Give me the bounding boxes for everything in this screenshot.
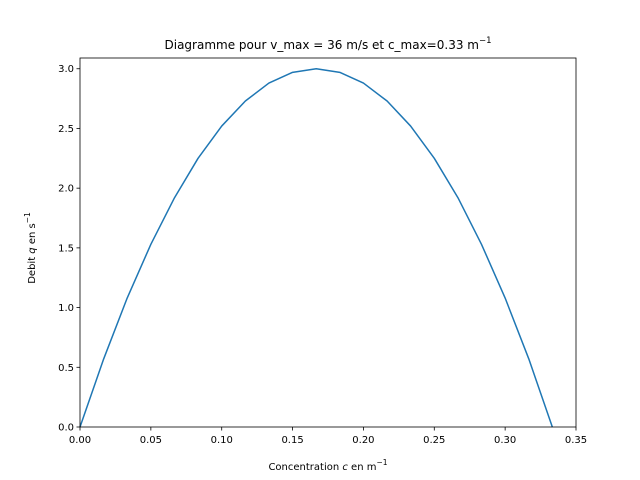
y-tick-label: 1.0	[58, 303, 74, 314]
x-tick-label: 0.05	[140, 435, 162, 446]
x-tick-label: 0.30	[494, 435, 516, 446]
y-tick-label: 1.5	[58, 243, 74, 254]
x-axis-ticks: 0.00 0.05 0.10 0.15 0.20 0.25 0.30 0.35	[69, 427, 587, 446]
x-label-after: en m	[348, 462, 377, 473]
x-tick-label: 0.25	[423, 435, 445, 446]
x-label-variable: c	[342, 462, 348, 473]
y-axis-label: Debit q en s−1	[23, 212, 38, 284]
y-label-superscript: −1	[23, 212, 32, 223]
y-tick-label: 3.0	[58, 64, 74, 75]
y-label-before: Debit	[27, 254, 38, 284]
y-tick-label: 0.5	[58, 363, 74, 374]
x-axis-label: Concentration c en m−1	[268, 458, 387, 473]
title-equals: =	[309, 38, 327, 52]
plot-area	[79, 57, 577, 428]
x-tick-label: 0.35	[565, 435, 587, 446]
x-label-before: Concentration	[268, 462, 342, 473]
x-tick-label: 0.20	[352, 435, 374, 446]
axes-frame	[79, 57, 577, 428]
title-prefix: Diagramme pour v_max	[165, 38, 310, 52]
series-layer	[79, 68, 554, 428]
chart-title: Diagramme pour v_max = 36 m/s et c_max=0…	[165, 36, 492, 52]
title-vmax: 36 m/s et c_max=0.33 m	[327, 38, 479, 52]
x-label-superscript: −1	[376, 458, 387, 467]
x-tick-label: 0.15	[281, 435, 303, 446]
series-line	[79, 68, 554, 428]
y-tick-label: 0.0	[58, 423, 74, 434]
y-tick-label: 2.5	[58, 124, 74, 135]
title-superscript: −1	[479, 36, 492, 46]
y-axis-ticks: 0.0 0.5 1.0 1.5 2.0 2.5 3.0	[58, 64, 80, 434]
x-tick-label: 0.00	[69, 435, 91, 446]
y-label-variable: q	[27, 247, 38, 253]
y-label-after: en s	[27, 223, 38, 247]
x-tick-label: 0.10	[211, 435, 233, 446]
y-tick-label: 2.0	[58, 184, 74, 195]
